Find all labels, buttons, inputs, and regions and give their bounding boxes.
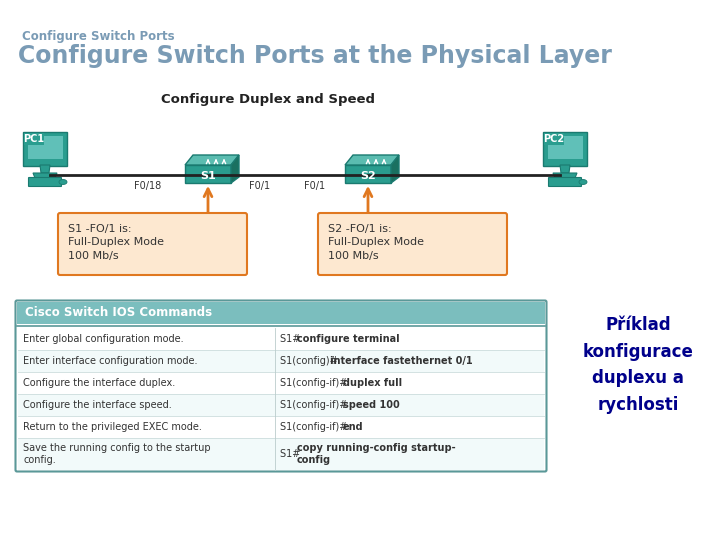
Text: Configure Switch Ports at the Physical Layer: Configure Switch Ports at the Physical L… — [18, 44, 612, 68]
FancyBboxPatch shape — [345, 165, 391, 183]
Text: configure terminal: configure terminal — [297, 334, 400, 344]
Text: Cisco Switch IOS Commands: Cisco Switch IOS Commands — [25, 307, 212, 320]
Bar — [18, 438, 544, 470]
FancyBboxPatch shape — [23, 132, 67, 166]
Text: Return to the privileged EXEC mode.: Return to the privileged EXEC mode. — [23, 422, 202, 432]
Text: Enter global configuration mode.: Enter global configuration mode. — [23, 334, 184, 344]
Text: S1 -FO/1 is:: S1 -FO/1 is: — [68, 224, 132, 234]
Text: S1(config-if)#: S1(config-if)# — [280, 422, 351, 432]
Text: copy running-config startup-
config: copy running-config startup- config — [297, 443, 456, 465]
Polygon shape — [560, 165, 570, 173]
FancyBboxPatch shape — [547, 136, 582, 159]
Text: S2 -FO/1 is:: S2 -FO/1 is: — [328, 224, 392, 234]
Polygon shape — [391, 155, 399, 183]
Text: S1(config)#: S1(config)# — [280, 356, 341, 366]
FancyBboxPatch shape — [543, 132, 587, 166]
FancyBboxPatch shape — [318, 213, 507, 275]
Text: 100 Mb/s: 100 Mb/s — [328, 251, 379, 261]
Bar — [18, 350, 544, 372]
Polygon shape — [345, 155, 399, 165]
Text: 100 Mb/s: 100 Mb/s — [68, 251, 119, 261]
Text: S1(config-if)#: S1(config-if)# — [280, 378, 351, 388]
FancyBboxPatch shape — [17, 302, 545, 324]
Bar — [18, 328, 544, 350]
Polygon shape — [40, 165, 50, 173]
Text: F0/1: F0/1 — [249, 181, 271, 191]
Text: Enter interface configuration mode.: Enter interface configuration mode. — [23, 356, 197, 366]
Text: end: end — [343, 422, 364, 432]
FancyBboxPatch shape — [549, 178, 582, 186]
Text: PC2: PC2 — [544, 134, 564, 144]
Text: S1(config-if)#: S1(config-if)# — [280, 400, 351, 410]
Text: S1#: S1# — [280, 449, 304, 459]
FancyBboxPatch shape — [544, 133, 564, 145]
Ellipse shape — [59, 179, 67, 185]
Text: S1#: S1# — [280, 334, 304, 344]
Polygon shape — [231, 155, 239, 183]
Text: Configure the interface speed.: Configure the interface speed. — [23, 400, 172, 410]
Text: Save the running config to the startup
config.: Save the running config to the startup c… — [23, 443, 211, 465]
FancyBboxPatch shape — [27, 136, 63, 159]
Text: F0/18: F0/18 — [135, 181, 161, 191]
Text: S1: S1 — [200, 171, 216, 181]
Text: speed 100: speed 100 — [343, 400, 400, 410]
Bar — [18, 416, 544, 438]
Polygon shape — [185, 155, 239, 165]
Text: S2: S2 — [360, 171, 376, 181]
Text: Configure the interface duplex.: Configure the interface duplex. — [23, 378, 175, 388]
Polygon shape — [553, 173, 577, 178]
Ellipse shape — [579, 179, 587, 185]
FancyBboxPatch shape — [185, 165, 231, 183]
Text: interface fastethernet 0/1: interface fastethernet 0/1 — [330, 356, 473, 366]
FancyBboxPatch shape — [58, 213, 247, 275]
Text: Full-Duplex Mode: Full-Duplex Mode — [68, 237, 164, 247]
Text: PC1: PC1 — [24, 134, 45, 144]
Text: Full-Duplex Mode: Full-Duplex Mode — [328, 237, 424, 247]
FancyBboxPatch shape — [16, 300, 546, 471]
FancyBboxPatch shape — [29, 178, 61, 186]
Text: Configure Duplex and Speed: Configure Duplex and Speed — [161, 93, 375, 106]
Polygon shape — [33, 173, 57, 178]
Text: F0/1: F0/1 — [305, 181, 325, 191]
Text: duplex full: duplex full — [343, 378, 402, 388]
Text: Příklad
konfigurace
duplexu a
rychlosti: Příklad konfigurace duplexu a rychlosti — [582, 316, 693, 414]
Bar — [18, 394, 544, 416]
FancyBboxPatch shape — [24, 133, 44, 145]
Text: Configure Switch Ports: Configure Switch Ports — [22, 30, 175, 43]
Bar — [18, 372, 544, 394]
